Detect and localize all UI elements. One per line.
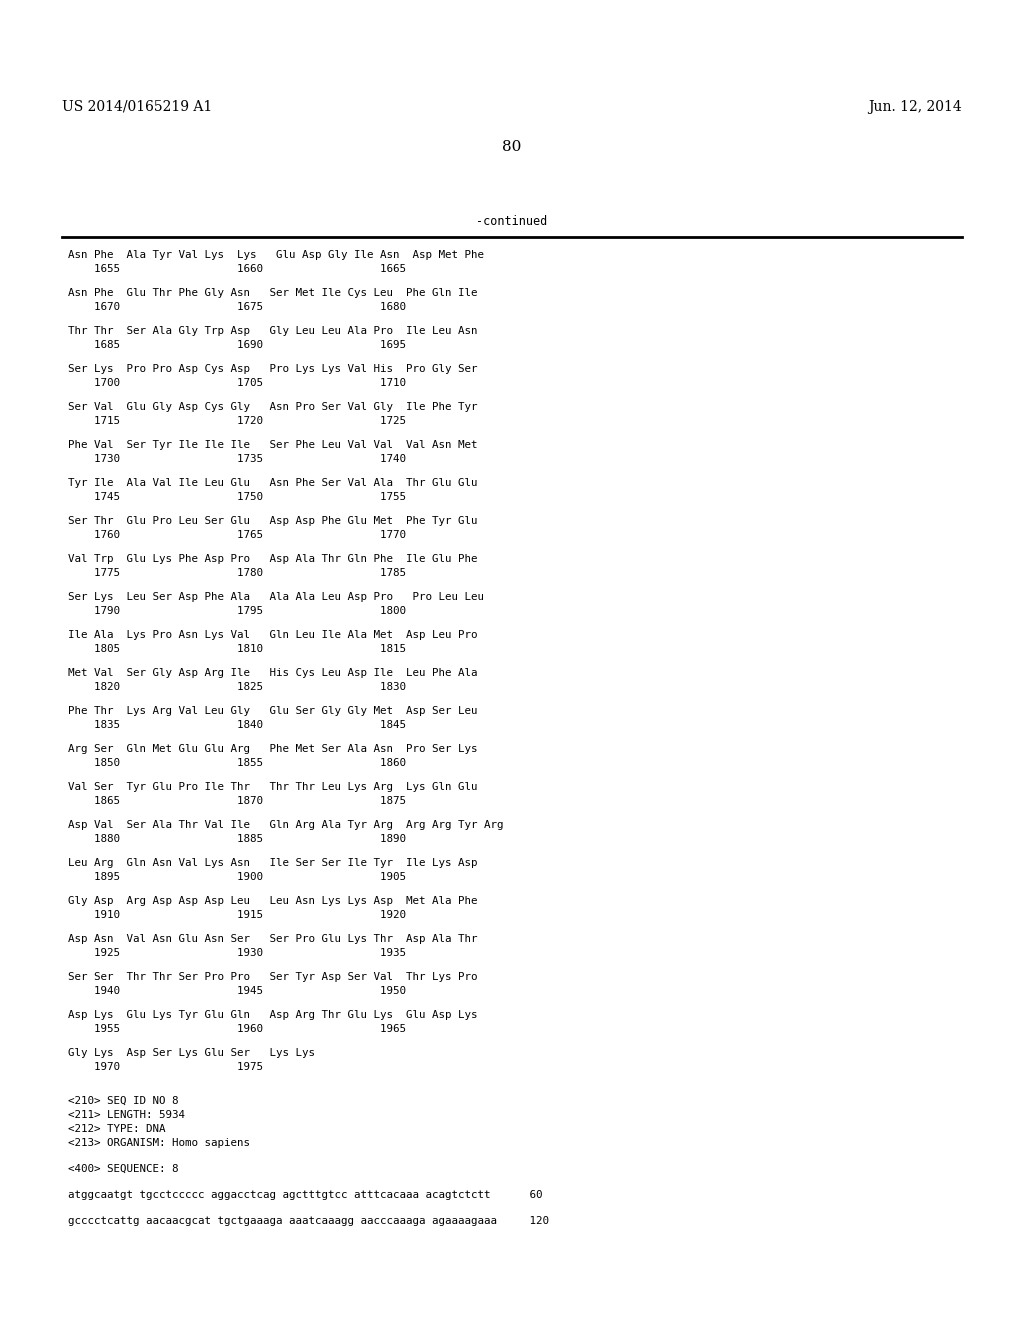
Text: 1955                  1960                  1965: 1955 1960 1965 (68, 1024, 406, 1034)
Text: 1700                  1705                  1710: 1700 1705 1710 (68, 378, 406, 388)
Text: 1940                  1945                  1950: 1940 1945 1950 (68, 986, 406, 997)
Text: Asp Asn  Val Asn Glu Asn Ser   Ser Pro Glu Lys Thr  Asp Ala Thr: Asp Asn Val Asn Glu Asn Ser Ser Pro Glu … (68, 935, 477, 944)
Text: Ser Ser  Thr Thr Ser Pro Pro   Ser Tyr Asp Ser Val  Thr Lys Pro: Ser Ser Thr Thr Ser Pro Pro Ser Tyr Asp … (68, 972, 477, 982)
Text: <400> SEQUENCE: 8: <400> SEQUENCE: 8 (68, 1164, 178, 1173)
Text: Asn Phe  Glu Thr Phe Gly Asn   Ser Met Ile Cys Leu  Phe Gln Ile: Asn Phe Glu Thr Phe Gly Asn Ser Met Ile … (68, 288, 477, 298)
Text: Ser Thr  Glu Pro Leu Ser Glu   Asp Asp Phe Glu Met  Phe Tyr Glu: Ser Thr Glu Pro Leu Ser Glu Asp Asp Phe … (68, 516, 477, 525)
Text: 1835                  1840                  1845: 1835 1840 1845 (68, 719, 406, 730)
Text: <210> SEQ ID NO 8: <210> SEQ ID NO 8 (68, 1096, 178, 1106)
Text: 1820                  1825                  1830: 1820 1825 1830 (68, 682, 406, 692)
Text: 1925                  1930                  1935: 1925 1930 1935 (68, 948, 406, 958)
Text: Jun. 12, 2014: Jun. 12, 2014 (868, 100, 962, 114)
Text: 1865                  1870                  1875: 1865 1870 1875 (68, 796, 406, 807)
Text: Ile Ala  Lys Pro Asn Lys Val   Gln Leu Ile Ala Met  Asp Leu Pro: Ile Ala Lys Pro Asn Lys Val Gln Leu Ile … (68, 630, 477, 640)
Text: 1670                  1675                  1680: 1670 1675 1680 (68, 302, 406, 312)
Text: 1970                  1975: 1970 1975 (68, 1063, 263, 1072)
Text: Phe Thr  Lys Arg Val Leu Gly   Glu Ser Gly Gly Met  Asp Ser Leu: Phe Thr Lys Arg Val Leu Gly Glu Ser Gly … (68, 706, 477, 715)
Text: -continued: -continued (476, 215, 548, 228)
Text: Gly Lys  Asp Ser Lys Glu Ser   Lys Lys: Gly Lys Asp Ser Lys Glu Ser Lys Lys (68, 1048, 315, 1059)
Text: Tyr Ile  Ala Val Ile Leu Glu   Asn Phe Ser Val Ala  Thr Glu Glu: Tyr Ile Ala Val Ile Leu Glu Asn Phe Ser … (68, 478, 477, 488)
Text: gcccctcattg aacaacgcat tgctgaaaga aaatcaaagg aacccaaaga agaaaagaaa     120: gcccctcattg aacaacgcat tgctgaaaga aaatca… (68, 1216, 549, 1226)
Text: Met Val  Ser Gly Asp Arg Ile   His Cys Leu Asp Ile  Leu Phe Ala: Met Val Ser Gly Asp Arg Ile His Cys Leu … (68, 668, 477, 678)
Text: 1745                  1750                  1755: 1745 1750 1755 (68, 492, 406, 502)
Text: 1880                  1885                  1890: 1880 1885 1890 (68, 834, 406, 843)
Text: atggcaatgt tgcctccccc aggacctcag agctttgtcc atttcacaaa acagtctctt      60: atggcaatgt tgcctccccc aggacctcag agctttg… (68, 1191, 543, 1200)
Text: 1760                  1765                  1770: 1760 1765 1770 (68, 531, 406, 540)
Text: 1790                  1795                  1800: 1790 1795 1800 (68, 606, 406, 616)
Text: US 2014/0165219 A1: US 2014/0165219 A1 (62, 100, 212, 114)
Text: Val Ser  Tyr Glu Pro Ile Thr   Thr Thr Leu Lys Arg  Lys Gln Glu: Val Ser Tyr Glu Pro Ile Thr Thr Thr Leu … (68, 781, 477, 792)
Text: Phe Val  Ser Tyr Ile Ile Ile   Ser Phe Leu Val Val  Val Asn Met: Phe Val Ser Tyr Ile Ile Ile Ser Phe Leu … (68, 440, 477, 450)
Text: Ser Lys  Pro Pro Asp Cys Asp   Pro Lys Lys Val His  Pro Gly Ser: Ser Lys Pro Pro Asp Cys Asp Pro Lys Lys … (68, 364, 477, 374)
Text: 1685                  1690                  1695: 1685 1690 1695 (68, 341, 406, 350)
Text: Ser Lys  Leu Ser Asp Phe Ala   Ala Ala Leu Asp Pro   Pro Leu Leu: Ser Lys Leu Ser Asp Phe Ala Ala Ala Leu … (68, 591, 484, 602)
Text: 1910                  1915                  1920: 1910 1915 1920 (68, 909, 406, 920)
Text: 1655                  1660                  1665: 1655 1660 1665 (68, 264, 406, 275)
Text: Asp Val  Ser Ala Thr Val Ile   Gln Arg Ala Tyr Arg  Arg Arg Tyr Arg: Asp Val Ser Ala Thr Val Ile Gln Arg Ala … (68, 820, 504, 830)
Text: Asp Lys  Glu Lys Tyr Glu Gln   Asp Arg Thr Glu Lys  Glu Asp Lys: Asp Lys Glu Lys Tyr Glu Gln Asp Arg Thr … (68, 1010, 477, 1020)
Text: 1805                  1810                  1815: 1805 1810 1815 (68, 644, 406, 653)
Text: Ser Val  Glu Gly Asp Cys Gly   Asn Pro Ser Val Gly  Ile Phe Tyr: Ser Val Glu Gly Asp Cys Gly Asn Pro Ser … (68, 403, 477, 412)
Text: Asn Phe  Ala Tyr Val Lys  Lys   Glu Asp Gly Ile Asn  Asp Met Phe: Asn Phe Ala Tyr Val Lys Lys Glu Asp Gly … (68, 249, 484, 260)
Text: 1715                  1720                  1725: 1715 1720 1725 (68, 416, 406, 426)
Text: Arg Ser  Gln Met Glu Glu Arg   Phe Met Ser Ala Asn  Pro Ser Lys: Arg Ser Gln Met Glu Glu Arg Phe Met Ser … (68, 744, 477, 754)
Text: 1850                  1855                  1860: 1850 1855 1860 (68, 758, 406, 768)
Text: 1895                  1900                  1905: 1895 1900 1905 (68, 873, 406, 882)
Text: 80: 80 (503, 140, 521, 154)
Text: <211> LENGTH: 5934: <211> LENGTH: 5934 (68, 1110, 185, 1119)
Text: Thr Thr  Ser Ala Gly Trp Asp   Gly Leu Leu Ala Pro  Ile Leu Asn: Thr Thr Ser Ala Gly Trp Asp Gly Leu Leu … (68, 326, 477, 337)
Text: 1775                  1780                  1785: 1775 1780 1785 (68, 568, 406, 578)
Text: Val Trp  Glu Lys Phe Asp Pro   Asp Ala Thr Gln Phe  Ile Glu Phe: Val Trp Glu Lys Phe Asp Pro Asp Ala Thr … (68, 554, 477, 564)
Text: 1730                  1735                  1740: 1730 1735 1740 (68, 454, 406, 465)
Text: Leu Arg  Gln Asn Val Lys Asn   Ile Ser Ser Ile Tyr  Ile Lys Asp: Leu Arg Gln Asn Val Lys Asn Ile Ser Ser … (68, 858, 477, 869)
Text: <213> ORGANISM: Homo sapiens: <213> ORGANISM: Homo sapiens (68, 1138, 250, 1148)
Text: Gly Asp  Arg Asp Asp Asp Leu   Leu Asn Lys Lys Asp  Met Ala Phe: Gly Asp Arg Asp Asp Asp Leu Leu Asn Lys … (68, 896, 477, 906)
Text: <212> TYPE: DNA: <212> TYPE: DNA (68, 1125, 166, 1134)
